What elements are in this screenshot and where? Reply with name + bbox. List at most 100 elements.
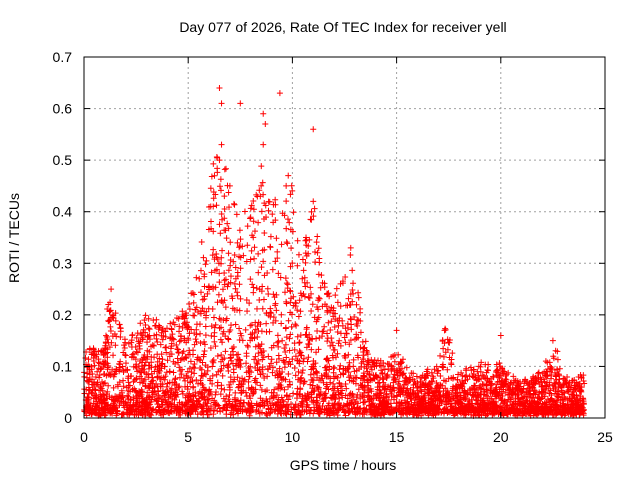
data-point	[386, 361, 393, 368]
data-point	[91, 362, 98, 369]
data-point	[225, 225, 232, 232]
data-point	[162, 333, 169, 340]
data-point	[509, 400, 516, 407]
data-point	[296, 390, 303, 397]
data-point	[507, 380, 514, 387]
x-tick-label: 10	[285, 429, 301, 445]
data-point	[345, 295, 352, 302]
data-point	[317, 377, 324, 384]
data-point	[291, 346, 298, 353]
data-point	[381, 397, 388, 404]
data-point	[362, 398, 369, 405]
data-point	[256, 187, 263, 194]
data-point	[237, 330, 244, 337]
data-point	[256, 343, 263, 350]
data-point	[289, 187, 296, 194]
data-point	[410, 382, 417, 389]
data-point	[502, 376, 509, 383]
data-point	[559, 391, 566, 398]
data-point	[360, 356, 367, 363]
data-point	[356, 410, 363, 417]
data-point	[349, 298, 356, 305]
data-point	[451, 395, 458, 402]
data-point	[251, 329, 258, 336]
data-point	[310, 370, 317, 377]
data-point	[397, 369, 404, 376]
data-point	[377, 374, 384, 381]
data-point	[203, 257, 210, 264]
data-point	[209, 395, 216, 402]
data-point	[214, 382, 221, 389]
data-point	[279, 210, 286, 217]
data-point	[228, 403, 235, 410]
data-point	[565, 381, 572, 388]
data-point	[328, 339, 335, 346]
data-point	[193, 376, 200, 383]
data-point	[484, 393, 491, 400]
data-point	[288, 182, 295, 189]
data-point	[496, 403, 503, 410]
data-point	[393, 406, 400, 413]
data-point	[340, 365, 347, 372]
data-point	[237, 236, 244, 243]
data-point	[280, 410, 287, 417]
data-point	[531, 398, 538, 405]
data-point	[573, 379, 580, 386]
data-point-outlier	[393, 327, 400, 334]
data-point	[309, 382, 316, 389]
data-point	[484, 387, 491, 394]
data-point	[319, 328, 326, 335]
data-point	[236, 307, 243, 314]
data-point	[455, 371, 462, 378]
data-point	[225, 361, 232, 368]
data-point	[360, 372, 367, 379]
data-point	[389, 410, 396, 417]
data-point	[124, 375, 131, 382]
data-point-outlier	[497, 332, 504, 339]
data-point	[276, 370, 283, 377]
data-point-outlier	[260, 110, 267, 117]
data-point	[179, 324, 186, 331]
data-point	[354, 392, 361, 399]
data-point	[383, 390, 390, 397]
data-point	[330, 380, 337, 387]
data-point	[249, 281, 256, 288]
data-point	[531, 376, 538, 383]
data-point	[324, 335, 331, 342]
data-point	[472, 408, 479, 415]
data-point	[276, 355, 283, 362]
data-point	[335, 389, 342, 396]
data-point	[92, 400, 99, 407]
data-point	[209, 306, 216, 313]
data-point	[440, 353, 447, 360]
data-point	[334, 299, 341, 306]
data-point	[341, 409, 348, 416]
data-point	[580, 410, 587, 417]
data-point	[193, 397, 200, 404]
data-point	[217, 391, 224, 398]
data-point	[133, 393, 140, 400]
data-point	[277, 274, 284, 281]
data-point	[274, 339, 281, 346]
data-point	[336, 380, 343, 387]
data-point	[439, 382, 446, 389]
data-point	[144, 389, 151, 396]
data-point	[538, 376, 545, 383]
data-point	[345, 407, 352, 414]
data-point	[367, 406, 374, 413]
data-point	[102, 379, 109, 386]
data-point	[236, 227, 243, 234]
data-point	[490, 373, 497, 380]
data-points-layer	[81, 84, 588, 419]
data-point	[215, 291, 222, 298]
data-point	[507, 386, 514, 393]
data-point	[213, 153, 220, 160]
data-point	[235, 408, 242, 415]
data-point	[171, 404, 178, 411]
data-point	[156, 355, 163, 362]
y-tick-label: 0	[64, 410, 72, 426]
data-point	[559, 403, 566, 410]
data-point	[382, 405, 389, 412]
data-point	[552, 373, 559, 380]
data-point	[296, 348, 303, 355]
